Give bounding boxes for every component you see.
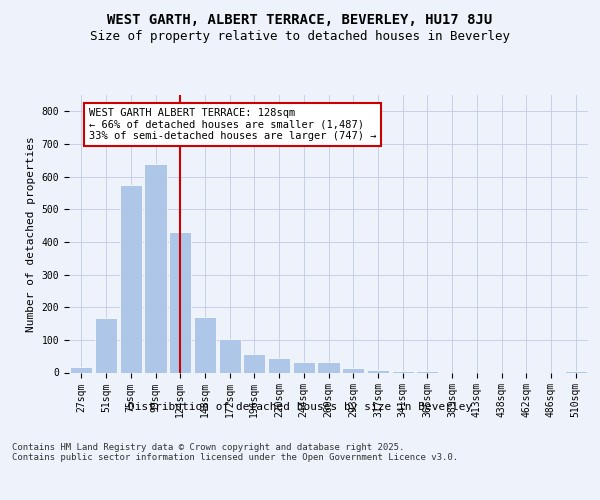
Text: WEST GARTH ALBERT TERRACE: 128sqm
← 66% of detached houses are smaller (1,487)
3: WEST GARTH ALBERT TERRACE: 128sqm ← 66% …: [89, 108, 376, 142]
Bar: [268, 358, 290, 372]
Bar: [145, 164, 167, 372]
Bar: [169, 232, 191, 372]
Bar: [367, 370, 389, 372]
Bar: [70, 366, 92, 372]
Bar: [194, 317, 216, 372]
Bar: [218, 339, 241, 372]
Text: Distribution of detached houses by size in Beverley: Distribution of detached houses by size …: [128, 402, 472, 412]
Bar: [416, 371, 439, 372]
Bar: [317, 362, 340, 372]
Bar: [392, 370, 414, 372]
Bar: [119, 186, 142, 372]
Y-axis label: Number of detached properties: Number of detached properties: [26, 136, 36, 332]
Text: Size of property relative to detached houses in Beverley: Size of property relative to detached ho…: [90, 30, 510, 43]
Bar: [293, 362, 315, 372]
Bar: [565, 370, 587, 372]
Bar: [95, 318, 117, 372]
Bar: [243, 354, 265, 372]
Text: Contains HM Land Registry data © Crown copyright and database right 2025.
Contai: Contains HM Land Registry data © Crown c…: [12, 442, 458, 462]
Bar: [342, 368, 364, 372]
Text: WEST GARTH, ALBERT TERRACE, BEVERLEY, HU17 8JU: WEST GARTH, ALBERT TERRACE, BEVERLEY, HU…: [107, 12, 493, 26]
